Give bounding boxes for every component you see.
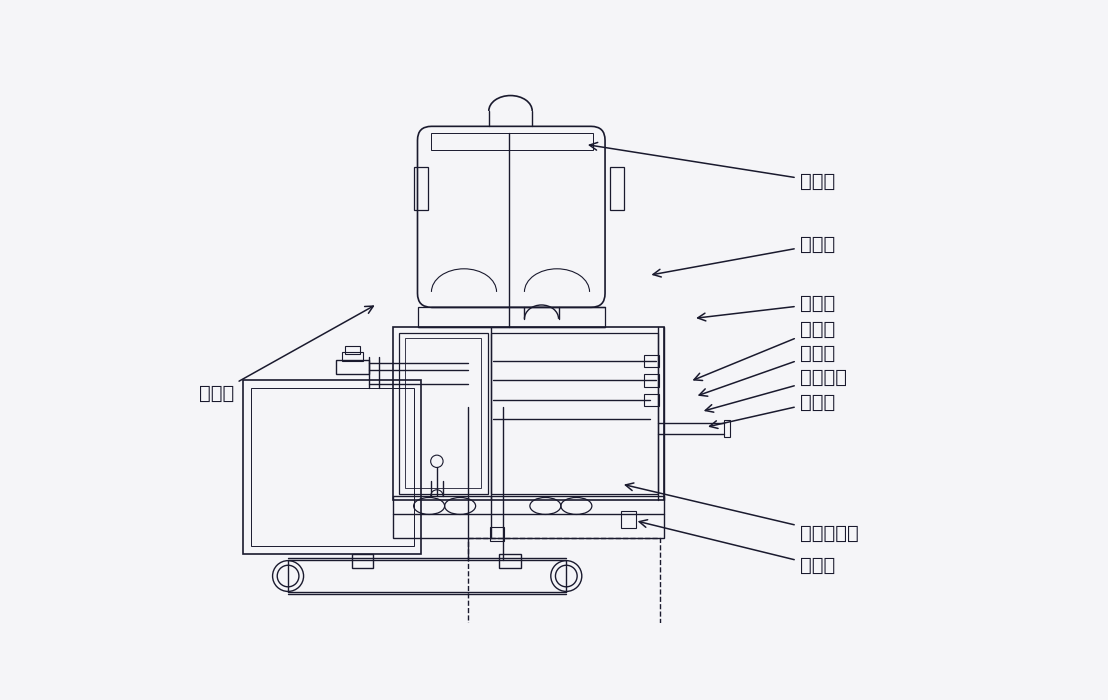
Bar <box>336 360 369 374</box>
Bar <box>491 332 658 494</box>
Text: 出水口: 出水口 <box>698 295 835 321</box>
Bar <box>468 538 660 700</box>
Text: 储米器: 储米器 <box>639 519 835 575</box>
Bar <box>345 346 360 354</box>
Bar <box>392 496 664 538</box>
Bar <box>724 421 730 438</box>
Text: 滤水膜: 滤水膜 <box>699 344 835 396</box>
Bar <box>499 554 521 568</box>
Bar <box>351 554 373 568</box>
Text: 煮饭器: 煮饭器 <box>653 235 835 277</box>
Bar <box>620 511 636 528</box>
Bar <box>644 393 659 406</box>
Bar <box>418 307 605 326</box>
Bar <box>609 167 624 209</box>
Bar <box>431 133 593 150</box>
Text: 压力传感器: 压力传感器 <box>625 483 859 542</box>
Bar <box>413 167 428 209</box>
Bar <box>243 381 421 554</box>
Text: 机械手: 机械手 <box>198 306 373 403</box>
Text: 电磁阀: 电磁阀 <box>694 320 835 381</box>
Text: 传送带: 传送带 <box>589 142 835 190</box>
Bar <box>406 338 481 489</box>
Bar <box>399 332 488 494</box>
Bar <box>490 526 503 540</box>
Bar <box>392 326 664 500</box>
Bar <box>250 388 413 546</box>
Bar <box>644 374 659 386</box>
Bar <box>341 352 363 361</box>
Text: 淡米机构: 淡米机构 <box>706 368 847 412</box>
Bar <box>644 355 659 368</box>
Text: 进水口: 进水口 <box>709 393 835 428</box>
